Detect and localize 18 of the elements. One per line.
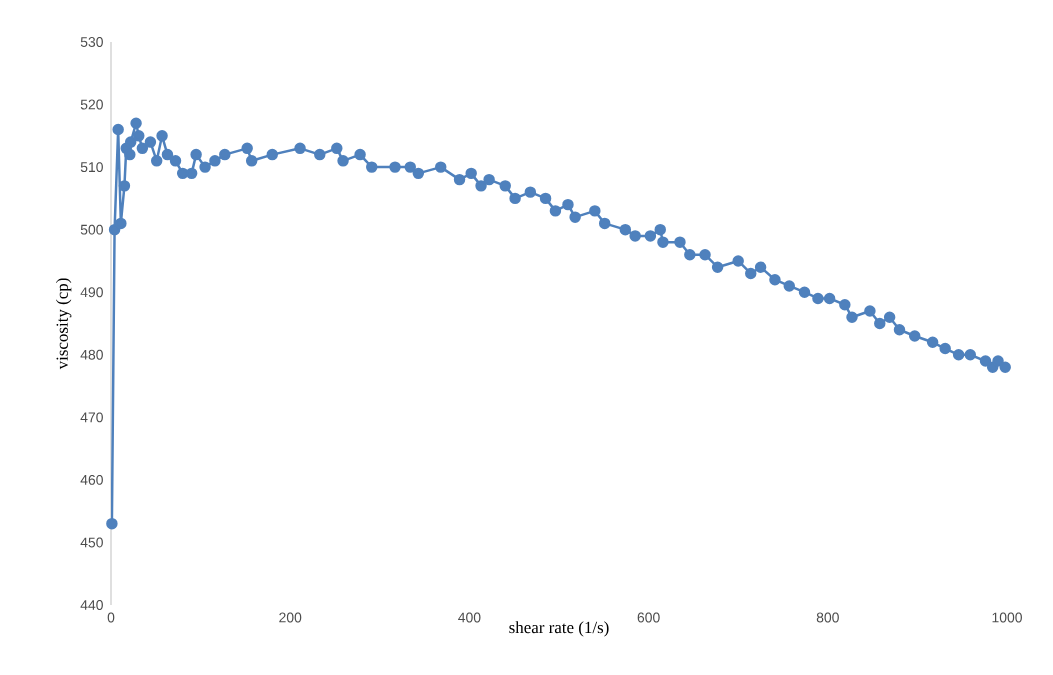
x-tick-label: 400 [458, 612, 481, 623]
y-tick-label: 450 [80, 537, 103, 548]
y-tick-label: 480 [80, 349, 103, 360]
y-tick-label: 470 [80, 412, 103, 423]
y-tick-label: 500 [80, 224, 103, 235]
x-tick-label: 600 [637, 612, 660, 623]
x-tick-label: 800 [816, 612, 839, 623]
x-tick-label: 1000 [992, 612, 1022, 623]
y-tick-label: 490 [80, 287, 103, 298]
y-axis-title: viscosity (cp) [55, 278, 72, 370]
y-tick-label: 520 [80, 99, 103, 110]
x-tick-label: 200 [279, 612, 302, 623]
x-axis-title: shear rate (1/s) [509, 621, 609, 637]
y-tick-label: 510 [80, 162, 103, 173]
y-tick-label: 530 [80, 37, 103, 47]
y-tick-label: 460 [80, 474, 103, 485]
x-tick-label: 0 [107, 612, 115, 623]
y-tick-label: 440 [80, 600, 103, 610]
